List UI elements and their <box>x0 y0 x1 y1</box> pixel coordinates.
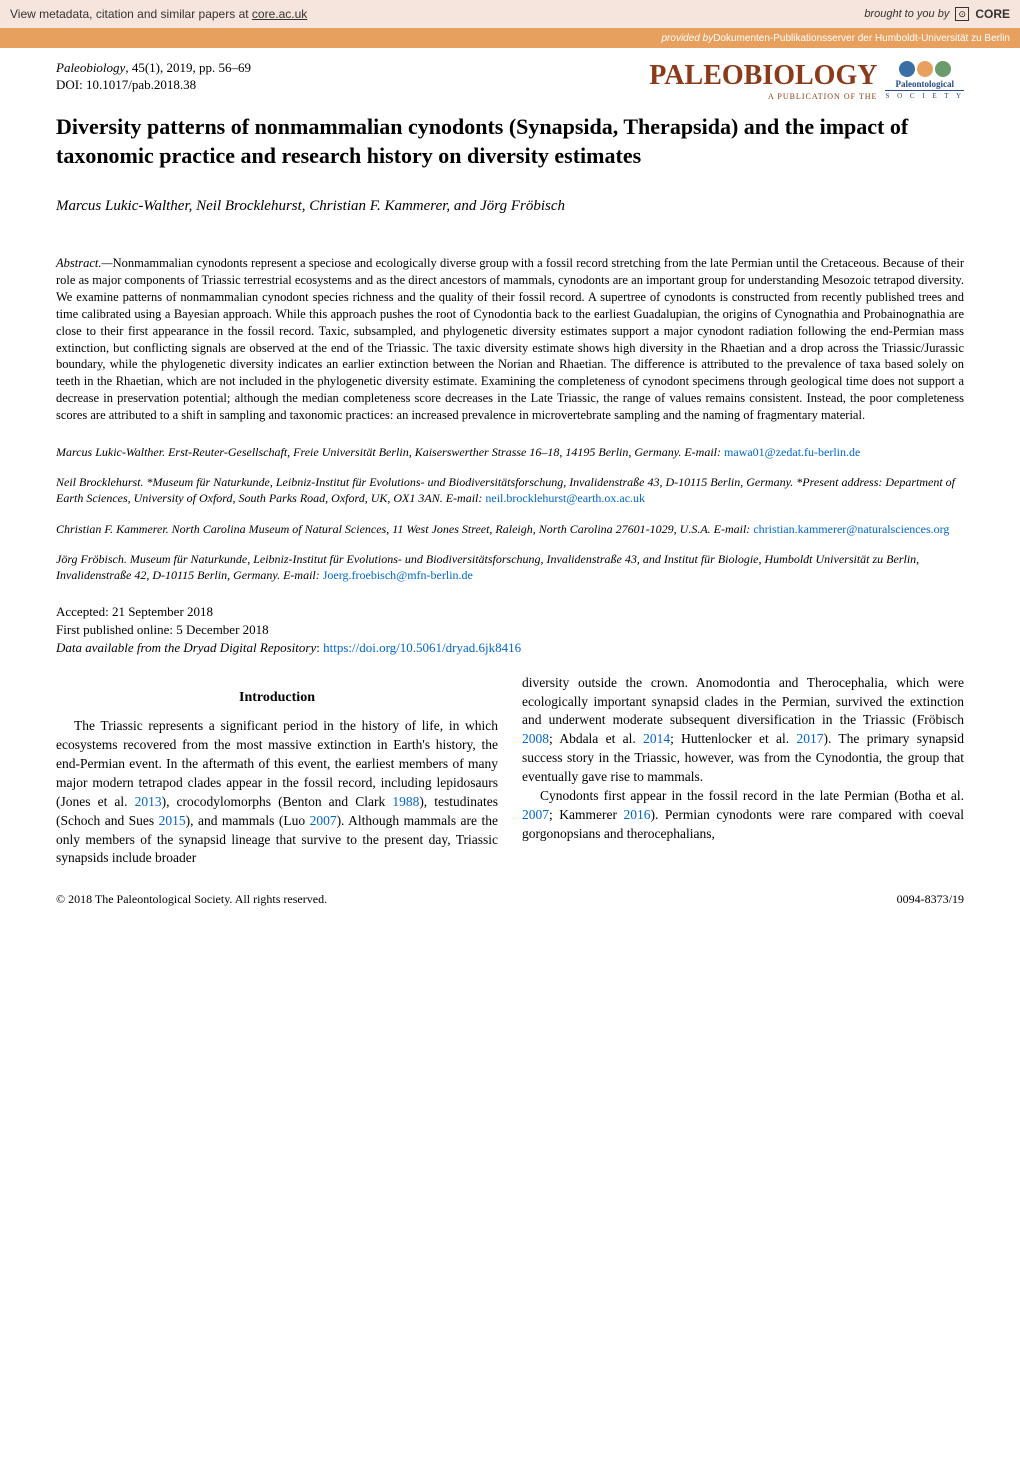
col2-text-a: diversity outside the crown. Anomodontia… <box>522 675 964 728</box>
data-availability-text: Data available from the Dryad Digital Re… <box>56 640 316 655</box>
affiliation-4-text: Jörg Fröbisch. Museum für Naturkunde, Le… <box>56 552 919 582</box>
provided-by-bar: provided by Dokumenten-Publikationsserve… <box>0 28 1020 48</box>
paper-title: Diversity patterns of nonmammalian cynod… <box>56 113 964 170</box>
affiliation-4: Jörg Fröbisch. Museum für Naturkunde, Le… <box>56 551 964 583</box>
col2-para2: Cynodonts first appear in the fossil rec… <box>522 787 964 844</box>
citation-year-1988[interactable]: 1988 <box>392 794 419 809</box>
citation-year-2015[interactable]: 2015 <box>159 813 186 828</box>
brought-by-text: brought to you by <box>864 8 949 20</box>
journal-info: Paleobiology, 45(1), 2019, pp. 56–69 DOI… <box>56 60 251 94</box>
society-paleonto: Paleonto <box>895 79 929 89</box>
affiliation-1-email[interactable]: mawa01@zedat.fu-berlin.de <box>724 445 860 459</box>
introduction-heading: Introduction <box>56 688 498 708</box>
citation-year-2016[interactable]: 2016 <box>623 807 650 822</box>
journal-name: Paleobiology <box>56 60 125 75</box>
citation-year-2017[interactable]: 2017 <box>796 731 823 746</box>
page-footer: © 2018 The Paleontological Society. All … <box>0 868 1020 921</box>
affiliation-4-email[interactable]: Joerg.froebisch@mfn-berlin.de <box>323 568 473 582</box>
society-word: S O C I E T Y <box>885 90 964 100</box>
society-icon-3 <box>935 61 951 77</box>
paleontological-society-logo: Paleontological S O C I E T Y <box>885 61 964 100</box>
affiliation-3-email[interactable]: christian.kammerer@naturalsciences.org <box>753 522 949 536</box>
affiliation-2-email[interactable]: neil.brocklehurst@earth.ox.ac.uk <box>485 491 645 505</box>
citation-year-2013[interactable]: 2013 <box>135 794 162 809</box>
dates-block: Accepted: 21 September 2018 First publis… <box>56 603 964 658</box>
published-date: First published online: 5 December 2018 <box>56 621 964 639</box>
col2-para1: diversity outside the crown. Anomodontia… <box>522 674 964 787</box>
col2-text-b: ; Abdala et al. <box>549 731 643 746</box>
header-row: Paleobiology, 45(1), 2019, pp. 56–69 DOI… <box>0 48 1020 105</box>
abstract: Abstract.—Nonmammalian cynodonts represe… <box>56 255 964 424</box>
data-repository-link[interactable]: https://doi.org/10.5061/dryad.6jk8416 <box>323 640 521 655</box>
column-1: Introduction The Triassic represents a s… <box>56 674 498 869</box>
citation-year-2014[interactable]: 2014 <box>643 731 670 746</box>
society-text: Paleontological <box>895 79 954 89</box>
banner-right: brought to you by ⊙ CORE <box>864 7 1010 21</box>
society-logical: logical <box>929 79 954 89</box>
col1-text-b: ), crocodylomorphs (Benton and Clark <box>162 794 393 809</box>
issn: 0094-8373/19 <box>897 892 964 907</box>
body-columns: Introduction The Triassic represents a s… <box>56 674 964 869</box>
main-content: Diversity patterns of nonmammalian cynod… <box>0 113 1020 868</box>
col1-text-d: ), and mammals (Luo <box>186 813 310 828</box>
col2-text-p2b: ; Kammerer <box>549 807 623 822</box>
banner-left: View metadata, citation and similar pape… <box>10 7 307 21</box>
col2-text-c: ; Huttenlocker et al. <box>670 731 796 746</box>
affiliation-1: Marcus Lukic-Walther. Erst-Reuter-Gesell… <box>56 444 964 460</box>
provided-text: provided by <box>662 33 714 44</box>
authors-line: Marcus Lukic-Walther, Neil Brocklehurst,… <box>56 198 964 215</box>
abstract-text: Nonmammalian cynodonts represent a speci… <box>56 256 964 422</box>
accepted-date: Accepted: 21 September 2018 <box>56 603 964 621</box>
citation-year-2008[interactable]: 2008 <box>522 731 549 746</box>
affiliation-1-text: Marcus Lukic-Walther. Erst-Reuter-Gesell… <box>56 445 724 459</box>
column-2: diversity outside the crown. Anomodontia… <box>522 674 964 869</box>
provided-source: Dokumenten-Publikationsserver der Humbol… <box>713 33 1010 44</box>
paleobiology-logo: PALEOBIOLOGY A PUBLICATION OF THE Paleon… <box>649 60 964 101</box>
doi: DOI: 10.1017/pab.2018.38 <box>56 77 251 94</box>
citation-year-2007b[interactable]: 2007 <box>522 807 549 822</box>
society-icon-1 <box>899 61 915 77</box>
volume-info: , 45(1), 2019, pp. 56–69 <box>125 60 251 75</box>
col2-text-p2a: Cynodonts first appear in the fossil rec… <box>540 788 964 803</box>
abstract-label: Abstract.— <box>56 256 113 270</box>
logo-sub-text: A PUBLICATION OF THE <box>649 92 877 101</box>
metadata-banner: View metadata, citation and similar pape… <box>0 0 1020 28</box>
affiliation-2: Neil Brocklehurst. *Museum für Naturkund… <box>56 474 964 506</box>
citation-year-2007a[interactable]: 2007 <box>310 813 337 828</box>
banner-left-text: View metadata, citation and similar pape… <box>10 7 252 21</box>
logo-main-text: PALEOBIOLOGY <box>649 60 877 92</box>
affiliation-3: Christian F. Kammerer. North Carolina Mu… <box>56 521 964 537</box>
core-logo: CORE <box>975 7 1010 21</box>
journal-logo-area: PALEOBIOLOGY A PUBLICATION OF THE Paleon… <box>649 60 964 101</box>
affiliation-3-text: Christian F. Kammerer. North Carolina Mu… <box>56 522 753 536</box>
society-icons <box>899 61 951 77</box>
society-icon-2 <box>917 61 933 77</box>
core-icon: ⊙ <box>955 7 969 21</box>
core-link[interactable]: core.ac.uk <box>252 7 307 21</box>
copyright-text: © 2018 The Paleontological Society. All … <box>56 892 327 907</box>
col1-para1: The Triassic represents a significant pe… <box>56 717 498 868</box>
